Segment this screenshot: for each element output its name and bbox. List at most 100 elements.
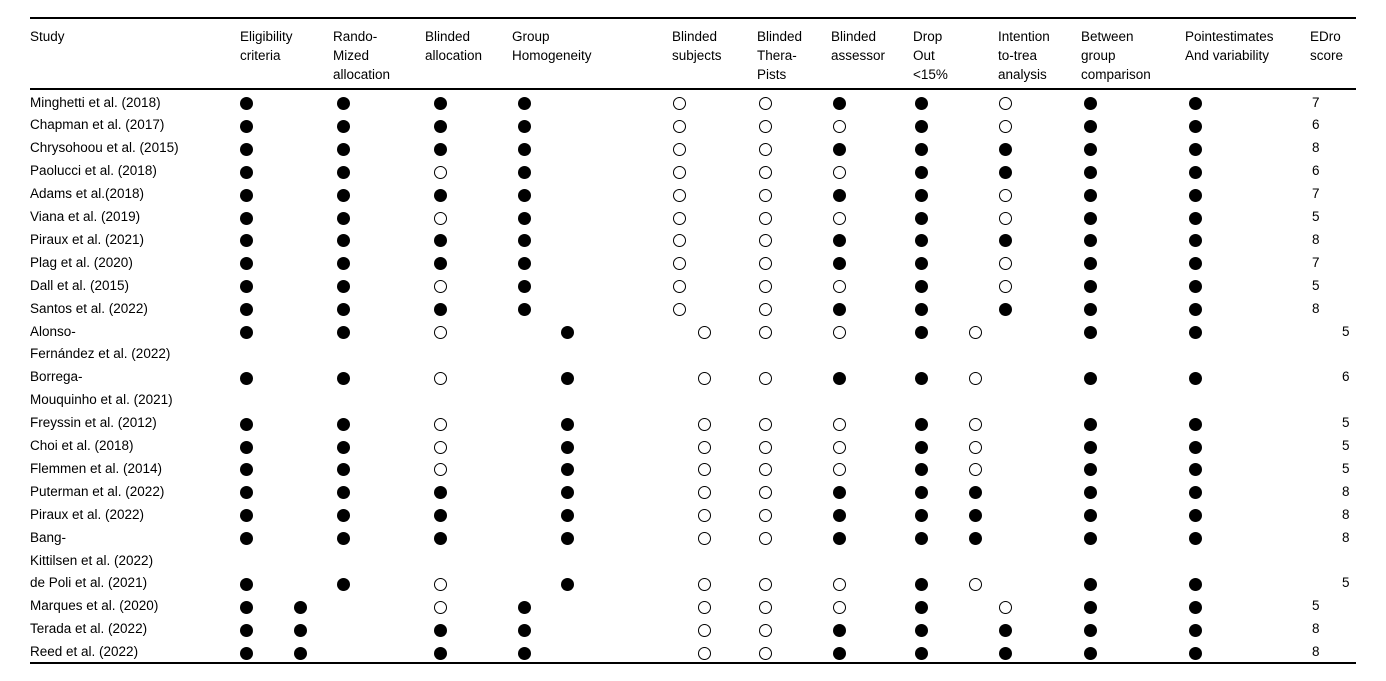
filled-dot-icon xyxy=(832,646,846,660)
column-header-label: Blinded xyxy=(425,29,471,44)
filled-dot-icon xyxy=(914,417,928,431)
open-dot-icon xyxy=(758,371,772,385)
filled-dot-icon xyxy=(239,486,253,500)
filled-dot-icon xyxy=(914,577,928,591)
score-value: 8 xyxy=(1342,529,1350,545)
filled-dot-icon xyxy=(336,532,350,546)
filled-dot-icon xyxy=(914,211,928,225)
filled-dot-icon xyxy=(1188,371,1202,385)
open-dot-icon xyxy=(433,280,447,294)
filled-dot-icon xyxy=(832,486,846,500)
open-dot-icon xyxy=(433,165,447,179)
filled-dot-icon xyxy=(1083,211,1097,225)
open-dot-icon xyxy=(758,417,772,431)
open-dot-icon xyxy=(758,600,772,614)
study-name: Dall et al. (2015) xyxy=(30,277,130,293)
filled-dot-icon xyxy=(998,165,1012,179)
filled-dot-icon xyxy=(433,532,447,546)
filled-dot-icon xyxy=(832,257,846,271)
open-dot-icon xyxy=(998,211,1012,225)
filled-dot-icon xyxy=(1188,257,1202,271)
score-value: 5 xyxy=(1342,575,1350,591)
filled-dot-icon xyxy=(239,97,253,110)
filled-dot-icon xyxy=(239,509,253,523)
filled-dot-icon xyxy=(1188,440,1202,454)
filled-dot-icon xyxy=(1188,303,1202,317)
column-header-label: Rando- xyxy=(333,29,378,44)
open-dot-icon xyxy=(968,463,982,477)
study-name: Santos et al. (2022) xyxy=(30,300,148,316)
open-dot-icon xyxy=(998,119,1012,133)
filled-dot-icon xyxy=(1083,303,1097,317)
filled-dot-icon xyxy=(433,486,447,500)
filled-dot-icon xyxy=(517,303,531,317)
open-dot-icon xyxy=(998,280,1012,294)
study-name: Mouquinho et al. (2021) xyxy=(30,392,173,408)
open-dot-icon xyxy=(433,577,447,591)
filled-dot-icon xyxy=(914,623,928,637)
score-value: 8 xyxy=(1312,300,1320,316)
open-dot-icon xyxy=(832,577,846,591)
filled-dot-icon xyxy=(1188,280,1202,294)
filled-dot-icon xyxy=(517,188,531,202)
score-value: 5 xyxy=(1342,415,1350,431)
filled-dot-icon xyxy=(914,646,928,660)
table-bottom-rule xyxy=(30,662,1356,664)
filled-dot-icon xyxy=(560,440,574,454)
open-dot-icon xyxy=(672,211,686,225)
open-dot-icon xyxy=(758,234,772,248)
filled-dot-icon xyxy=(517,97,531,110)
study-name: Alonso- xyxy=(30,323,76,339)
filled-dot-icon xyxy=(832,623,846,637)
filled-dot-icon xyxy=(336,417,350,431)
filled-dot-icon xyxy=(517,600,531,614)
open-dot-icon xyxy=(758,326,772,339)
filled-dot-icon xyxy=(336,326,350,339)
filled-dot-icon xyxy=(560,371,574,385)
open-dot-icon xyxy=(758,165,772,179)
study-name: Paolucci et al. (2018) xyxy=(30,163,157,179)
open-dot-icon xyxy=(697,532,711,546)
open-dot-icon xyxy=(832,600,846,614)
filled-dot-icon xyxy=(293,623,307,637)
filled-dot-icon xyxy=(1083,417,1097,431)
study-name: Choi et al. (2018) xyxy=(30,438,134,453)
open-dot-icon xyxy=(758,623,772,637)
filled-dot-icon xyxy=(239,532,253,546)
filled-dot-icon xyxy=(433,234,447,248)
filled-dot-icon xyxy=(433,97,447,110)
column-header-label: Pists xyxy=(757,67,787,82)
score-value: 6 xyxy=(1312,117,1320,133)
filled-dot-icon xyxy=(1188,326,1202,339)
filled-dot-icon xyxy=(1188,463,1202,477)
filled-dot-icon xyxy=(1083,371,1097,385)
filled-dot-icon xyxy=(517,257,531,271)
filled-dot-icon xyxy=(1083,119,1097,133)
open-dot-icon xyxy=(832,463,846,477)
open-dot-icon xyxy=(697,440,711,454)
column-header-label: Mized xyxy=(333,48,370,63)
filled-dot-icon xyxy=(239,646,253,660)
open-dot-icon xyxy=(672,142,686,156)
open-dot-icon xyxy=(758,119,772,133)
filled-dot-icon xyxy=(914,165,928,179)
study-name: Viana et al. (2019) xyxy=(30,209,141,224)
filled-dot-icon xyxy=(1083,165,1097,179)
open-dot-icon xyxy=(672,97,686,110)
open-dot-icon xyxy=(758,97,772,110)
column-header-label: <15% xyxy=(913,67,948,82)
score-value: 5 xyxy=(1312,277,1320,293)
open-dot-icon xyxy=(697,577,711,591)
filled-dot-icon xyxy=(239,600,253,614)
filled-dot-icon xyxy=(239,257,253,271)
filled-dot-icon xyxy=(293,600,307,614)
table-header-rule xyxy=(30,88,1356,90)
filled-dot-icon xyxy=(239,234,253,248)
filled-dot-icon xyxy=(517,211,531,225)
filled-dot-icon xyxy=(336,440,350,454)
filled-dot-icon xyxy=(914,326,928,339)
filled-dot-icon xyxy=(433,257,447,271)
filled-dot-icon xyxy=(336,257,350,271)
score-value: 5 xyxy=(1312,209,1320,224)
filled-dot-icon xyxy=(914,119,928,133)
